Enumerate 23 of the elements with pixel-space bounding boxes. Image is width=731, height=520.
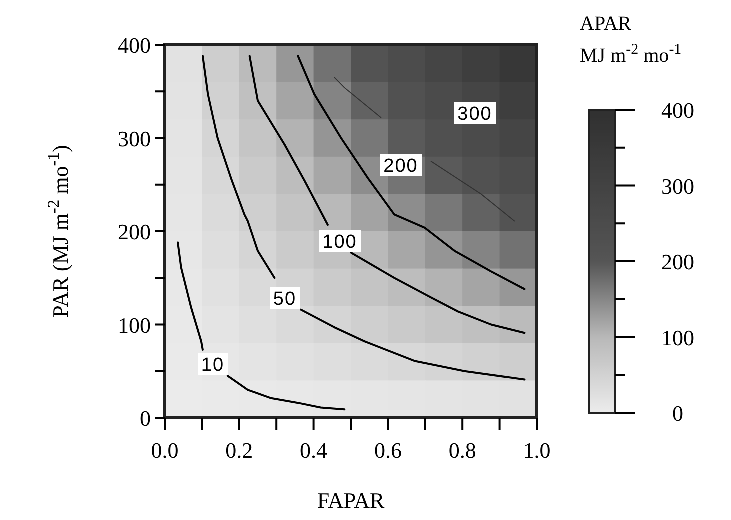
x-tick-label: 0.4 (300, 438, 328, 463)
annotation: 300 (458, 104, 492, 125)
x-tick-label: 0.0 (151, 438, 179, 463)
y-tick-label: 400 (118, 33, 151, 58)
y-tick-label: 200 (118, 220, 151, 244)
x-tick-label: 0.6 (374, 438, 402, 463)
y-tick-label: 0 (140, 406, 151, 431)
x-axis-title: FAPAR (317, 488, 385, 513)
color-bar-label: 400 (662, 98, 694, 123)
color-bar-label: 100 (662, 325, 694, 350)
x-tick-label: 0.8 (448, 438, 476, 463)
color-bar-label: 300 (662, 174, 694, 199)
x-tick-label: 0.2 (226, 438, 254, 463)
color-bar-label: 0 (672, 401, 684, 426)
y-tick-label: 100 (118, 312, 151, 338)
y-tick-label: 300 (118, 126, 151, 152)
series-label: 10 (201, 355, 225, 376)
series-label: 50 (273, 289, 297, 310)
color-bar-title: APAR MJ m$^{-2}$ mo$^{-1}$ (580, 13, 682, 67)
series-label: 200 (384, 156, 418, 177)
x-tick-label: 1.0 (523, 438, 551, 463)
color-bar-label: 200 (662, 250, 694, 274)
series-label: 100 (322, 232, 358, 253)
